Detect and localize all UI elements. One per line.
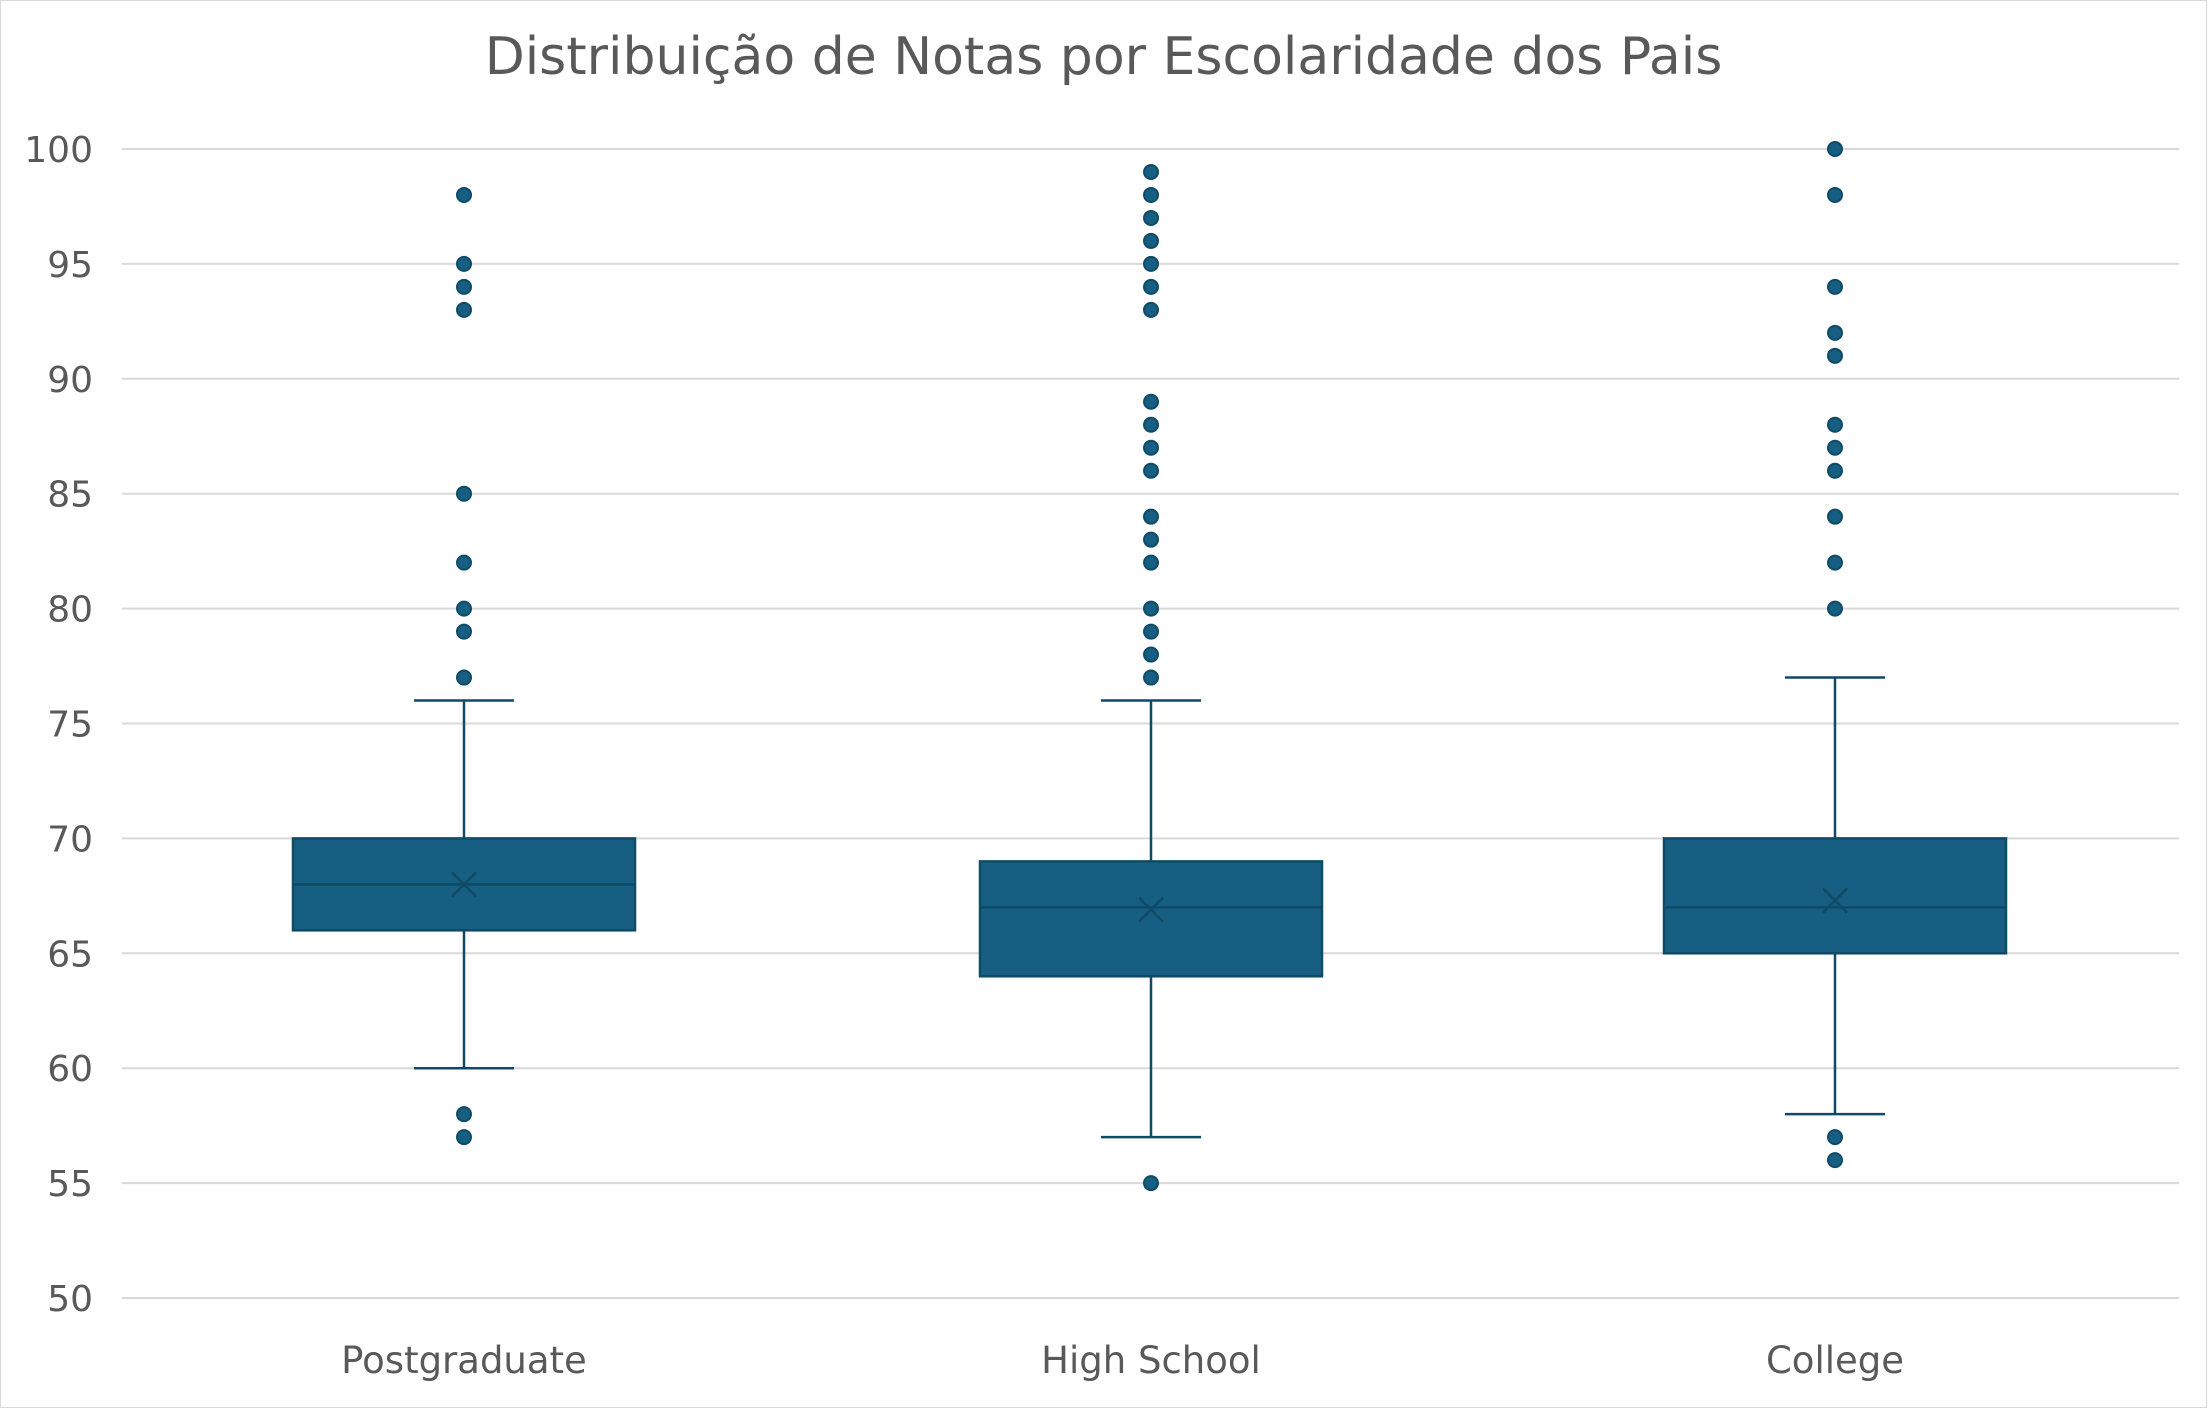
mean-marker-b — [1822, 887, 1848, 914]
y-tick-label: 65 — [47, 934, 93, 975]
y-tick-label: 85 — [47, 475, 93, 516]
y-tick-label: 55 — [47, 1164, 93, 1205]
mean-marker-b — [451, 871, 477, 898]
outlier-point — [456, 1129, 472, 1146]
box-series — [291, 141, 2008, 1192]
outlier-point — [456, 1106, 472, 1123]
outlier-point — [1827, 416, 1843, 433]
outlier-point — [1827, 508, 1843, 525]
box-high-school — [978, 163, 1324, 1192]
outlier-point — [1143, 1175, 1159, 1192]
outlier-point — [1143, 393, 1159, 410]
outlier-point — [1143, 462, 1159, 479]
box-college — [1662, 141, 2008, 1169]
outlier-point — [456, 600, 472, 617]
chart-title: Distribuição de Notas por Escolaridade d… — [484, 27, 1723, 87]
outlier-point — [1827, 600, 1843, 617]
outlier-point — [456, 669, 472, 686]
y-tick-label: 90 — [47, 360, 93, 401]
y-axis-ticks: 50 55 60 65 70 75 80 85 90 95 100 — [24, 130, 93, 1320]
outlier-point — [1827, 186, 1843, 203]
outlier-point — [456, 623, 472, 640]
y-tick-label: 70 — [47, 819, 93, 860]
outlier-point — [1143, 623, 1159, 640]
outlier-point — [1143, 669, 1159, 686]
box-postgraduate — [291, 186, 637, 1146]
y-tick-label: 75 — [47, 705, 93, 746]
outlier-point — [1143, 554, 1159, 571]
outlier-point — [1827, 1129, 1843, 1146]
outlier-point — [1143, 186, 1159, 203]
outlier-point — [456, 554, 472, 571]
x-category-label: College — [1766, 1339, 1904, 1382]
outlier-point — [456, 278, 472, 295]
outlier-point — [1143, 508, 1159, 525]
outlier-point — [1827, 439, 1843, 456]
outlier-point — [1143, 209, 1159, 226]
y-tick-label: 80 — [47, 590, 93, 631]
outlier-point — [1143, 163, 1159, 180]
outlier-point — [1143, 416, 1159, 433]
outlier-point — [456, 255, 472, 272]
mean-marker-b — [1138, 896, 1164, 923]
outlier-point — [1143, 255, 1159, 272]
y-tick-label: 95 — [47, 245, 93, 286]
x-axis-labels: Postgraduate High School College — [341, 1339, 1904, 1382]
outlier-point — [1143, 232, 1159, 249]
x-category-label: Postgraduate — [341, 1339, 587, 1382]
outlier-point — [1143, 531, 1159, 548]
y-tick-label: 50 — [47, 1279, 93, 1320]
outlier-point — [456, 301, 472, 318]
outlier-point — [1827, 1152, 1843, 1169]
outlier-point — [1143, 439, 1159, 456]
outlier-point — [1827, 324, 1843, 341]
y-tick-label: 100 — [24, 130, 93, 171]
outlier-point — [1143, 600, 1159, 617]
outlier-point — [456, 186, 472, 203]
outlier-point — [1827, 347, 1843, 364]
outlier-point — [456, 485, 472, 502]
outlier-point — [1143, 278, 1159, 295]
outlier-point — [1827, 462, 1843, 479]
outlier-point — [1827, 278, 1843, 295]
outlier-point — [1827, 554, 1843, 571]
iqr-box — [1662, 837, 2008, 955]
outlier-point — [1827, 141, 1843, 157]
outlier-point — [1143, 646, 1159, 663]
y-tick-label: 60 — [47, 1049, 93, 1090]
iqr-box — [978, 860, 1324, 978]
x-category-label: High School — [1041, 1339, 1261, 1382]
outlier-point — [1143, 301, 1159, 318]
